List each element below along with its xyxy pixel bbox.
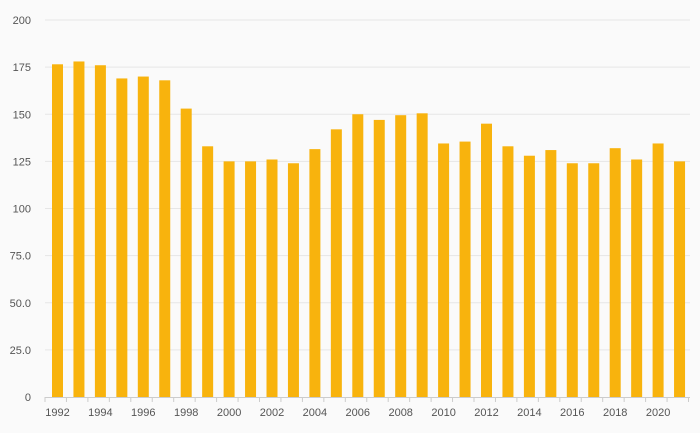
bar-1994 <box>94 65 106 398</box>
x-tick-label: 2014 <box>517 407 541 419</box>
bar-2013 <box>502 146 514 397</box>
bar-2008 <box>395 115 407 397</box>
x-tick-label: 2002 <box>260 407 284 419</box>
x-tick-label: 1998 <box>174 407 198 419</box>
bar-2015 <box>545 150 557 397</box>
bar-1993 <box>73 61 85 397</box>
bar-1995 <box>116 78 128 397</box>
x-tick-label: 2020 <box>646 407 670 419</box>
x-tick-label: 2008 <box>388 407 412 419</box>
bar-2020 <box>652 143 664 397</box>
bar-2001 <box>245 161 257 397</box>
bar-2004 <box>309 149 321 397</box>
y-tick-label: 25.0 <box>10 345 31 357</box>
y-tick-label: 75.0 <box>10 251 31 263</box>
bar-1998 <box>180 108 192 397</box>
bar-2005 <box>330 129 342 397</box>
bar-2009 <box>416 113 428 398</box>
y-tick-label: 150 <box>13 109 31 121</box>
bar-2003 <box>287 163 299 397</box>
bar-1999 <box>202 146 214 397</box>
x-tick-label: 2016 <box>560 407 584 419</box>
bar-2021 <box>674 161 686 397</box>
x-tick-label: 2004 <box>303 407 327 419</box>
x-axis <box>44 397 690 402</box>
bar-2014 <box>523 155 535 397</box>
x-tick-label: 2006 <box>346 407 370 419</box>
bar-2000 <box>223 161 235 397</box>
y-tick-label: 50.0 <box>10 298 31 310</box>
y-axis-ticks: 0 25.0 50.0 75.0 100 125 150 175 200 <box>10 15 31 404</box>
bar-2007 <box>373 119 385 397</box>
bar-2012 <box>481 123 492 398</box>
x-tick-label: 1996 <box>131 407 155 419</box>
x-tick-label: 2000 <box>217 407 241 419</box>
gridlines <box>45 19 690 351</box>
bar-2010 <box>438 143 450 397</box>
y-tick-label: 200 <box>13 15 31 27</box>
bars <box>52 61 686 398</box>
bar-2011 <box>459 141 471 397</box>
x-tick-label: 1992 <box>45 407 69 419</box>
bar-2006 <box>352 114 364 397</box>
y-tick-label: 175 <box>13 62 31 74</box>
y-tick-label: 0 <box>25 392 31 404</box>
x-tick-label: 2012 <box>474 407 498 419</box>
y-tick-label: 125 <box>13 156 31 168</box>
bar-1996 <box>137 76 149 398</box>
x-axis-ticks: 1992 1994 1996 1998 2000 2002 2004 2006 2008 2010… <box>45 407 670 419</box>
bar-1992 <box>52 64 63 398</box>
x-tick-label: 2010 <box>431 407 455 419</box>
bar-1997 <box>159 80 171 397</box>
bar-2017 <box>588 163 600 397</box>
bar-2018 <box>609 148 621 397</box>
bar-2019 <box>631 159 643 397</box>
x-tick-label: 1994 <box>88 407 112 419</box>
bar-2016 <box>566 163 578 397</box>
bar-2002 <box>266 159 278 397</box>
y-tick-label: 100 <box>13 204 31 216</box>
x-tick-label: 2018 <box>603 407 627 419</box>
